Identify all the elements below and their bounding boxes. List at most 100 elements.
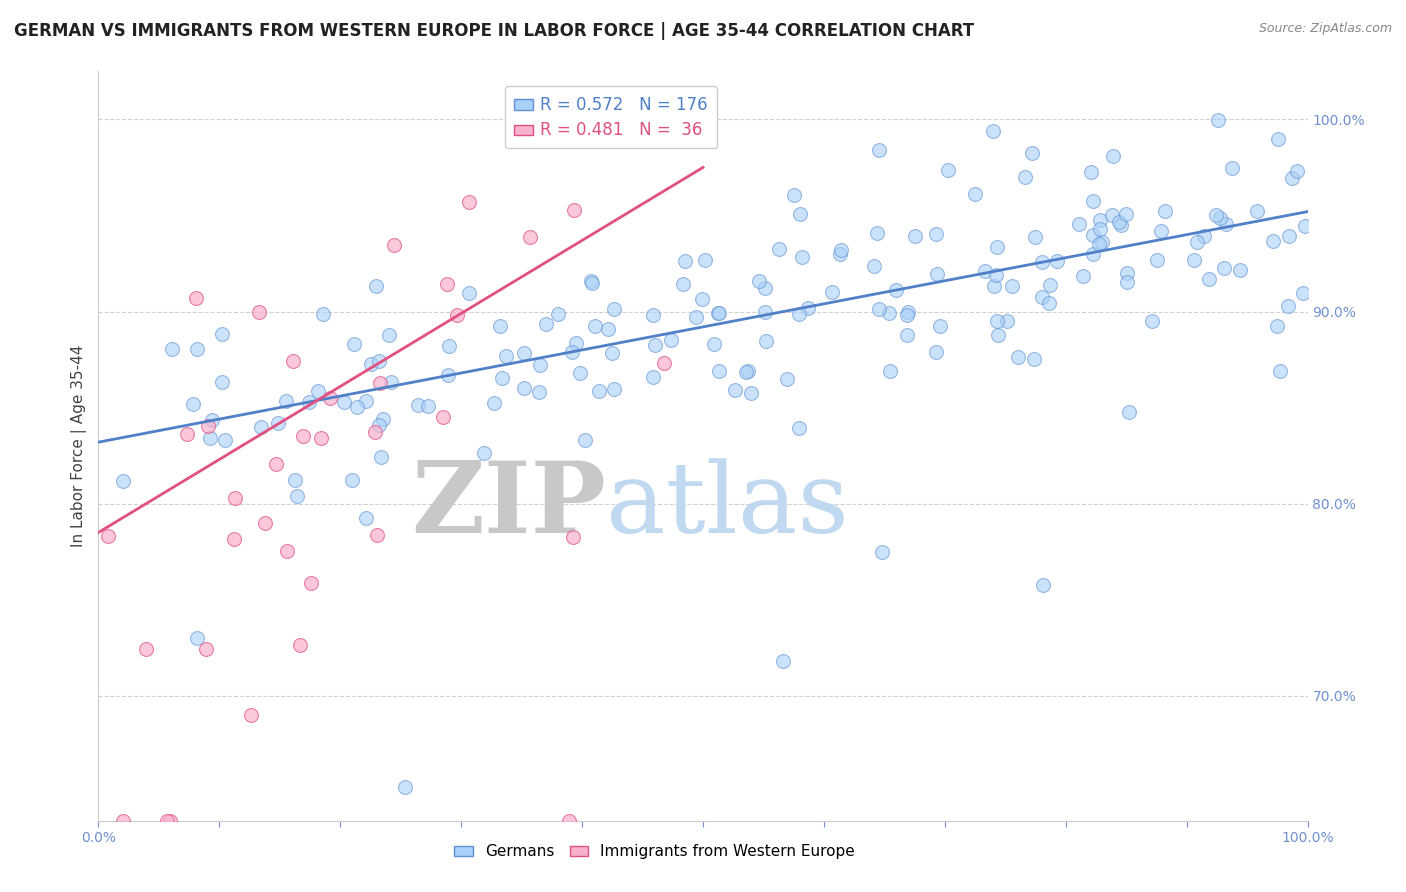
Point — [740, 386, 762, 401]
Point — [312, 307, 335, 321]
Point — [1115, 207, 1137, 221]
Point — [1067, 217, 1090, 231]
Point — [360, 357, 382, 371]
Point — [1285, 163, 1308, 178]
Point — [929, 319, 952, 334]
Point — [735, 365, 758, 379]
Point — [298, 395, 321, 409]
Point — [897, 305, 920, 319]
Point — [561, 344, 583, 359]
Point — [1246, 203, 1268, 218]
Point — [598, 322, 620, 336]
Point — [346, 400, 368, 414]
Point — [184, 291, 207, 305]
Point — [1115, 276, 1137, 290]
Point — [319, 392, 342, 406]
Point — [754, 305, 776, 319]
Point — [754, 281, 776, 295]
Point — [307, 384, 329, 398]
Point — [1007, 350, 1029, 364]
Point — [1083, 247, 1105, 261]
Point — [214, 433, 236, 447]
Point — [527, 93, 550, 107]
Point — [1090, 222, 1112, 236]
Point — [378, 328, 401, 343]
Point — [1265, 319, 1288, 334]
Point — [690, 292, 713, 306]
Point — [394, 780, 416, 794]
Point — [491, 371, 513, 385]
Point — [1038, 296, 1060, 310]
Point — [1102, 149, 1125, 163]
Point — [830, 247, 852, 261]
Point — [896, 308, 918, 322]
Point — [1220, 161, 1243, 175]
Point — [782, 187, 804, 202]
Point — [276, 544, 298, 558]
Point — [406, 398, 429, 412]
Point — [292, 429, 315, 443]
Point — [768, 242, 790, 256]
Point — [1091, 235, 1114, 250]
Point — [111, 814, 134, 828]
Point — [288, 638, 311, 652]
Point — [644, 338, 666, 352]
Point — [603, 301, 626, 316]
Point — [197, 418, 219, 433]
Point — [1267, 132, 1289, 146]
Point — [343, 337, 366, 351]
Point — [457, 195, 479, 210]
Point — [789, 421, 811, 435]
Point — [703, 337, 725, 351]
Point — [267, 416, 290, 430]
Point — [495, 350, 517, 364]
Point — [1198, 272, 1220, 286]
Point — [1080, 165, 1102, 179]
Point — [927, 268, 949, 282]
Point — [558, 814, 581, 828]
Point — [195, 641, 218, 656]
Point — [772, 654, 794, 668]
Point — [96, 529, 118, 543]
Point — [868, 302, 890, 317]
Text: ZIP: ZIP — [412, 458, 606, 555]
Point — [776, 372, 799, 386]
Point — [512, 346, 534, 360]
Point — [936, 162, 959, 177]
Point — [368, 418, 391, 433]
Point — [1182, 253, 1205, 268]
Point — [1081, 194, 1104, 208]
Point — [724, 383, 747, 397]
Point — [1215, 217, 1237, 231]
Point — [1073, 268, 1095, 283]
Point — [437, 368, 460, 382]
Point — [1154, 204, 1177, 219]
Point — [527, 385, 550, 400]
Point — [333, 394, 356, 409]
Point — [1209, 211, 1232, 226]
Point — [366, 279, 388, 293]
Point — [904, 228, 927, 243]
Point — [250, 420, 273, 434]
Text: atlas: atlas — [606, 458, 849, 554]
Point — [974, 264, 997, 278]
Point — [311, 431, 333, 445]
Point — [382, 237, 405, 252]
Point — [283, 473, 305, 487]
Point — [135, 642, 157, 657]
Point — [155, 814, 177, 828]
Point — [364, 425, 387, 439]
Point — [748, 274, 770, 288]
Point — [240, 708, 263, 723]
Point — [211, 375, 233, 389]
Point — [1268, 364, 1291, 378]
Point — [884, 283, 907, 297]
Point — [1229, 263, 1251, 277]
Point — [1206, 112, 1229, 127]
Point — [285, 489, 308, 503]
Point — [224, 491, 246, 505]
Point — [1192, 228, 1215, 243]
Point — [1109, 218, 1132, 232]
Point — [1277, 299, 1299, 313]
Point — [652, 356, 675, 370]
